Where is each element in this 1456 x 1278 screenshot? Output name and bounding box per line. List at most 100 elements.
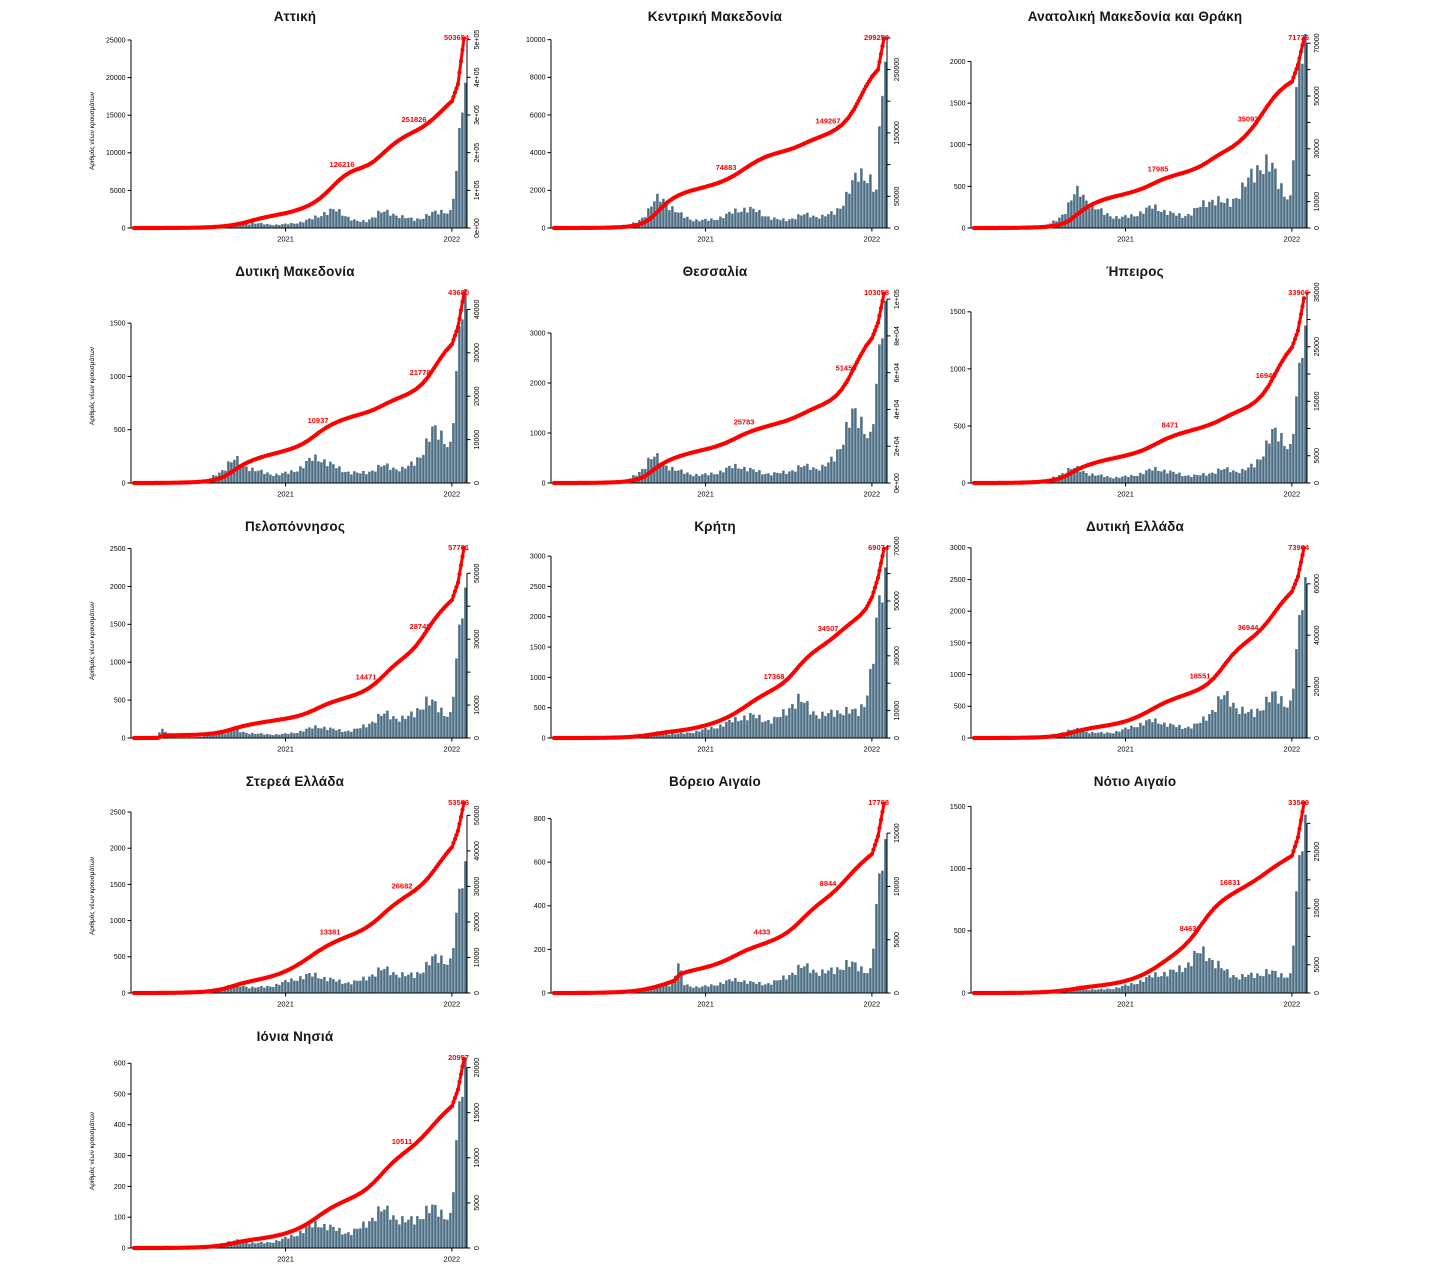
right-axis-tick-label: 10000 <box>894 701 901 721</box>
right-axis-tick-label: 10000 <box>474 1148 481 1168</box>
chart-title: Κεντρική Μακεδονία <box>505 8 925 26</box>
right-axis-tick-label: 0 <box>474 481 481 485</box>
right-axis-tick-label: 30000 <box>474 629 481 649</box>
annotation-label: 10511 <box>392 1137 412 1146</box>
x-axis-tick-label: 2021 <box>697 235 714 244</box>
right-axis-tick-label: 40000 <box>474 300 481 320</box>
cumulative-line-dots <box>132 1057 466 1250</box>
left-axis-tick-label: 20000 <box>106 75 126 82</box>
left-axis-tick-label: 1000 <box>950 866 966 873</box>
y-axis-label: Αριθμός νέων κρουσμάτων <box>88 92 96 170</box>
x-axis-tick-label: 2022 <box>444 1255 461 1264</box>
left-axis-tick-label: 300 <box>114 1153 126 1160</box>
left-axis-tick-label: 6000 <box>530 112 546 119</box>
left-axis-tick-label: 15000 <box>106 113 126 120</box>
left-axis-tick-label: 2500 <box>110 546 126 553</box>
axes <box>968 292 1311 486</box>
right-axis-tick-label: 15000 <box>1314 898 1321 918</box>
left-axis-tick-label: 500 <box>114 954 126 961</box>
left-axis-tick-label: 1500 <box>110 321 126 328</box>
annotation-label: 74883 <box>716 163 737 172</box>
right-axis-tick-label: 30000 <box>894 646 901 666</box>
x-axis-tick-label: 2021 <box>277 1255 294 1264</box>
left-axis-tick-label: 400 <box>114 1122 126 1129</box>
x-axis-tick-label: 2022 <box>864 745 881 754</box>
x-axis-tick-label: 2022 <box>1284 490 1301 499</box>
x-axis-tick-label: 2021 <box>697 745 714 754</box>
left-axis-tick-label: 500 <box>954 704 966 711</box>
right-axis-tick-label: 30000 <box>1314 139 1321 159</box>
left-axis-tick-label: 0 <box>962 480 966 487</box>
annotation-label: 26682 <box>392 882 413 891</box>
right-axis-tick-label: 20000 <box>1314 677 1321 697</box>
left-axis-tick-label: 1000 <box>950 366 966 373</box>
chart-plot: 0500100015002000010000300005000070000202… <box>925 26 1345 254</box>
left-axis-tick-label: 1000 <box>110 918 126 925</box>
chart-title: Πελοπόννησος <box>85 518 505 536</box>
annotation-label: 33569 <box>1288 798 1309 807</box>
left-axis-tick-label: 0 <box>122 480 126 487</box>
right-axis-tick-label: 2e+04 <box>894 436 901 456</box>
right-axis-tick-label: 50000 <box>474 806 481 826</box>
right-axis-tick-label: 5e+05 <box>474 30 481 50</box>
bars-series <box>572 839 887 993</box>
left-axis-tick-label: 2000 <box>110 846 126 853</box>
chart-title: Δυτική Ελλάδα <box>925 518 1345 536</box>
right-axis-tick-label: 0 <box>1314 736 1321 740</box>
annotation-label: 53503 <box>448 798 469 807</box>
left-axis-tick-label: 4000 <box>530 150 546 157</box>
right-axis-tick-label: 2e+05 <box>474 143 481 163</box>
cumulative-line-dots <box>972 37 1306 231</box>
cumulative-line-dots <box>552 36 886 230</box>
chart-plot: 0500100015002000250030000100003000050000… <box>505 536 925 764</box>
left-axis-tick-label: 2000 <box>110 584 126 591</box>
cumulative-line <box>974 803 1304 993</box>
annotation-label: 503654 <box>444 33 470 42</box>
cumulative-line-dots <box>972 296 1306 485</box>
right-axis-tick-label: 70000 <box>1314 33 1321 53</box>
annotation-label: 13381 <box>320 927 341 936</box>
left-axis-tick-label: 2000 <box>530 614 546 621</box>
right-axis-tick-label: 150000 <box>894 121 901 144</box>
right-axis-tick-label: 25000 <box>1314 337 1321 357</box>
annotation-label: 57701 <box>448 543 469 552</box>
left-axis-tick-label: 1000 <box>110 660 126 667</box>
annotation-label: 8844 <box>820 879 838 888</box>
left-axis-tick-label: 500 <box>114 698 126 705</box>
left-axis-tick-label: 500 <box>534 705 546 712</box>
axes <box>128 1063 471 1251</box>
left-axis-tick-label: 2000 <box>530 188 546 195</box>
annotation-label: 73964 <box>1288 543 1310 552</box>
annotation-label: 16831 <box>1220 878 1241 887</box>
x-axis-tick-label: 2022 <box>1284 235 1301 244</box>
left-axis-tick-label: 1000 <box>530 430 546 437</box>
cumulative-line-dots <box>552 291 886 485</box>
cumulative-line-dots <box>132 36 466 230</box>
right-axis-tick-label: 50000 <box>474 563 481 583</box>
right-axis-tick-label: 30000 <box>474 343 481 363</box>
right-axis-tick-label: 0 <box>894 226 901 230</box>
left-axis-tick-label: 1000 <box>530 675 546 682</box>
left-axis-tick-label: 0 <box>122 735 126 742</box>
x-axis-tick-label: 2022 <box>1284 745 1301 754</box>
right-axis-tick-label: 35000 <box>1314 282 1321 302</box>
annotation-label: 36944 <box>1238 623 1260 632</box>
right-axis-tick-label: 20000 <box>474 386 481 406</box>
chart-title: Κρήτη <box>505 518 925 536</box>
left-axis-tick-label: 500 <box>954 928 966 935</box>
right-axis-tick-label: 20000 <box>474 912 481 932</box>
annotation-label: 126216 <box>329 160 354 169</box>
x-axis-tick-label: 2022 <box>1284 1000 1301 1009</box>
x-axis-tick-label: 2022 <box>864 1000 881 1009</box>
annotation-label: 43680 <box>448 288 469 297</box>
right-axis-tick-label: 6e+04 <box>894 363 901 383</box>
left-axis-tick-label: 2500 <box>110 809 126 816</box>
right-axis-tick-label: 0 <box>1314 481 1321 485</box>
